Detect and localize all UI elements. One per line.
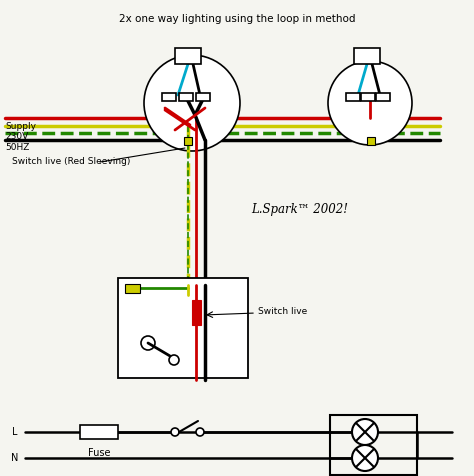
Bar xyxy=(330,415,417,475)
Circle shape xyxy=(171,428,179,436)
Bar xyxy=(179,93,193,101)
Text: N: N xyxy=(10,453,18,463)
Circle shape xyxy=(328,61,412,145)
Text: Fuse: Fuse xyxy=(88,448,110,458)
Text: Switch live (Red Sleeving): Switch live (Red Sleeving) xyxy=(12,158,130,167)
Bar xyxy=(192,300,201,325)
Circle shape xyxy=(169,355,179,365)
Bar xyxy=(196,93,210,101)
Bar xyxy=(162,93,176,101)
Bar xyxy=(346,93,360,101)
Circle shape xyxy=(196,428,204,436)
Circle shape xyxy=(141,336,155,350)
Bar xyxy=(361,93,375,101)
Bar xyxy=(118,278,248,378)
Bar xyxy=(376,93,390,101)
Bar xyxy=(175,48,201,64)
Circle shape xyxy=(352,419,378,445)
Bar xyxy=(125,284,140,293)
Bar xyxy=(184,137,192,145)
Circle shape xyxy=(352,445,378,471)
Text: L.Spark™ 2002!: L.Spark™ 2002! xyxy=(252,204,348,217)
Text: L: L xyxy=(12,427,18,437)
Bar xyxy=(80,425,118,439)
Text: Supply
230V
50HZ: Supply 230V 50HZ xyxy=(5,122,36,152)
Circle shape xyxy=(144,55,240,151)
Text: 2x one way lighting using the loop in method: 2x one way lighting using the loop in me… xyxy=(119,14,355,24)
Bar xyxy=(367,137,375,145)
Bar xyxy=(354,48,380,64)
Text: Switch live: Switch live xyxy=(258,307,307,317)
